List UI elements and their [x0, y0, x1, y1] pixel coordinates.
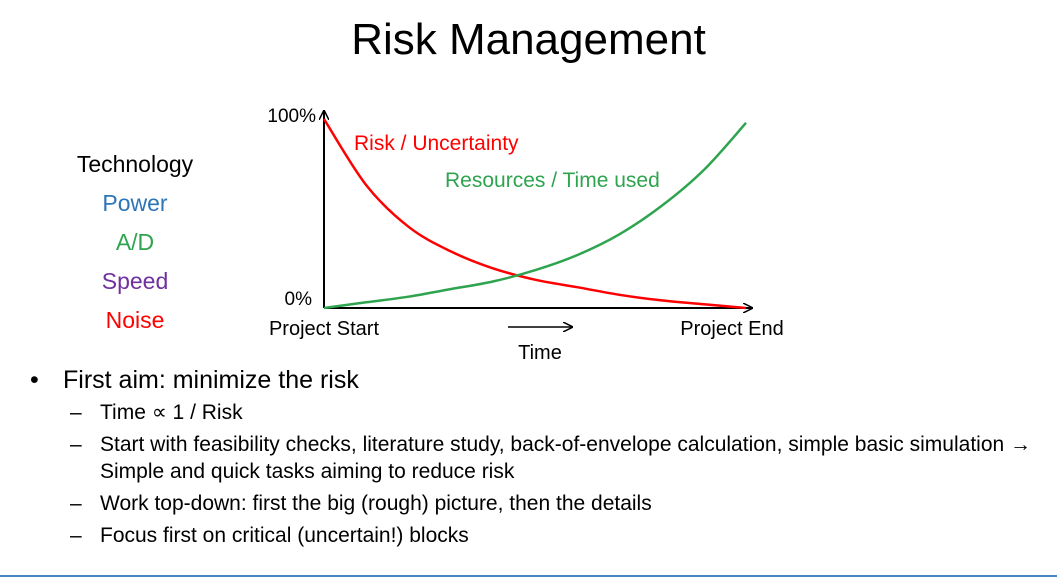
sub-bullet-item: – Time ∝ 1 / Risk [30, 399, 1050, 426]
y-bottom-label: 0% [285, 289, 313, 310]
legend-heading: Technology [76, 151, 194, 177]
series-line-resources [323, 121, 747, 310]
dash-marker: – [70, 492, 82, 515]
main-bullet: • First aim: minimize the risk [30, 363, 1050, 397]
bottom-divider [0, 575, 1057, 577]
main-bullet-text: First aim: minimize the risk [63, 366, 359, 394]
sub-bullet-item: – Start with feasibility checks, literatu… [30, 431, 1050, 485]
sub-bullet-text: Work top-down: first the big (rough) pic… [100, 492, 652, 515]
sub-bullet-text: Time ∝ 1 / Risk [100, 401, 243, 424]
legend-item-power: Power [102, 190, 168, 216]
legend-item-ad: A/D [115, 229, 155, 255]
series-label-resources: Resources / Time used [445, 169, 660, 192]
legend-item-speed: Speed [101, 268, 169, 294]
series-label-risk: Risk / Uncertainty [354, 132, 519, 155]
series-line-risk [322, 118, 747, 310]
slide-title: Risk Management [351, 15, 706, 64]
sub-bullet-text: Start with feasibility checks, literatur… [100, 433, 1032, 483]
x-start-label: Project Start [269, 318, 379, 340]
sub-bullet-item: – Work top-down: first the big (rough) pi… [30, 490, 1050, 517]
x-axis-title: Time [518, 342, 562, 364]
x-end-label: Project End [680, 318, 783, 340]
dash-marker: – [70, 401, 82, 424]
bullet-list: • First aim: minimize the risk – Time ∝ 1… [30, 363, 1050, 554]
sub-bullet-item: – Focus first on critical (uncertain!) bl… [30, 522, 1050, 549]
dash-marker: – [70, 524, 82, 547]
dash-marker: – [70, 433, 82, 456]
legend-item-noise: Noise [105, 307, 165, 333]
sub-bullet-text: Focus first on critical (uncertain!) blo… [100, 524, 469, 547]
technology-legend: Technology Power A/D Speed Noise [60, 145, 210, 340]
y-top-label: 100% [267, 106, 316, 127]
bullet-dot: • [30, 366, 39, 394]
sub-bullets: – Time ∝ 1 / Risk – Start with feasibility… [30, 399, 1050, 549]
risk-resources-chart: 100% 0% Risk / Uncertainty Resources / T… [267, 106, 783, 364]
